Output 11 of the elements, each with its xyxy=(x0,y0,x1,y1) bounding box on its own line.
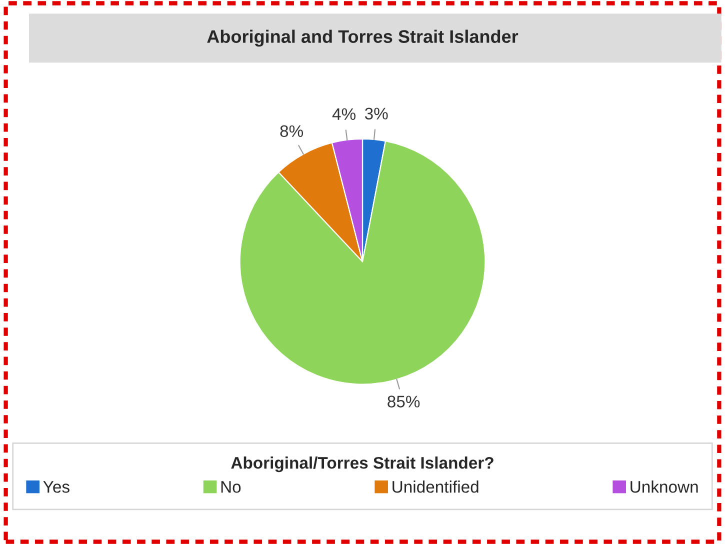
legend-label: No xyxy=(221,481,241,493)
legend-label: Unidentified xyxy=(392,480,478,493)
legend-title: Aboriginal/Torres Strait Islander? xyxy=(231,456,494,472)
data-label: 85% xyxy=(388,396,420,408)
pie-slice xyxy=(239,140,486,385)
data-label: 4% xyxy=(332,108,356,120)
legend-label: Unknown xyxy=(630,480,698,493)
legend-label: Yes xyxy=(43,481,70,493)
data-label: 3% xyxy=(364,108,388,120)
data-label: 8% xyxy=(280,125,304,138)
chart-title: Aboriginal and Torres Strait Islander xyxy=(207,30,518,47)
